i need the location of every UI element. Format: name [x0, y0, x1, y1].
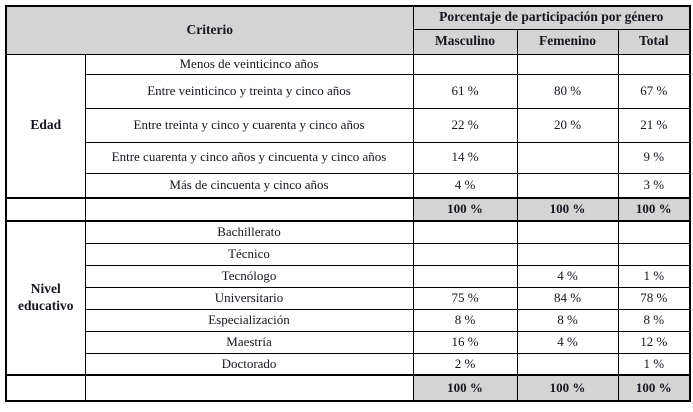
value-cell-masculino: 22 % — [412, 107, 518, 143]
criteria-cell: Bachillerato — [84, 220, 414, 244]
table-row: Entre cuarenta y cinco años y cincuenta … — [6, 141, 691, 174]
criteria-cell: Maestría — [84, 330, 414, 354]
value-cell-femenino — [516, 242, 619, 266]
total-cell-total: 100 % — [617, 374, 691, 402]
page: Criterio Porcentaje de participación por… — [5, 5, 692, 402]
value-cell-femenino: 4 % — [516, 330, 619, 354]
value-cell-total: 67 % — [617, 73, 691, 109]
total-spacer-group — [5, 374, 86, 402]
header-criterio: Criterio — [5, 5, 414, 55]
header-col-femenino: Femenino — [516, 28, 619, 55]
table-row: Universitario 75 % 84 % 78 % — [6, 286, 691, 310]
table-body: Edad Menos de veinticinco años Entre veint… — [5, 53, 691, 402]
table-row: Nivel educativo Bachillerato — [5, 220, 691, 376]
value-cell-masculino: 8 % — [412, 308, 518, 332]
value-cell-femenino — [516, 53, 619, 75]
value-cell-total — [617, 53, 691, 75]
value-cell-total: 1 % — [617, 264, 691, 288]
criteria-cell: Doctorado — [84, 352, 414, 376]
total-cell-total: 100 % — [617, 197, 691, 222]
total-cell-masculino: 100 % — [412, 197, 518, 222]
value-cell-masculino: 61 % — [412, 73, 518, 109]
table-row: Más de cincuenta y cinco años 4 % 3 % — [6, 172, 691, 199]
total-spacer-group — [5, 197, 86, 222]
value-cell-femenino: 8 % — [516, 308, 619, 332]
table-row: Entre treinta y cinco y cuarenta y cinco… — [6, 107, 691, 143]
header-group-title: Porcentaje de participación por género — [412, 5, 691, 30]
header-col-masculino: Masculino — [412, 28, 518, 55]
total-row-nivel-educativo: 100 % 100 % 100 % — [5, 374, 691, 402]
total-spacer-criteria — [84, 374, 414, 402]
criteria-cell: Entre veinticinco y treinta y cinco años — [84, 73, 414, 109]
table-row: Edad Menos de veinticinco años — [5, 53, 691, 199]
value-cell-masculino: 16 % — [412, 330, 518, 354]
header-col-total: Total — [617, 28, 691, 55]
value-cell-masculino — [412, 264, 518, 288]
value-cell-masculino: 75 % — [412, 286, 518, 310]
table-header: Criterio Porcentaje de participación por… — [5, 5, 691, 55]
value-cell-masculino — [412, 220, 518, 244]
value-cell-total: 78 % — [617, 286, 691, 310]
value-cell-masculino: 14 % — [412, 141, 518, 174]
value-cell-total: 8 % — [617, 308, 691, 332]
criteria-cell: Entre cuarenta y cinco años y cincuenta … — [84, 141, 414, 174]
value-cell-femenino — [516, 141, 619, 174]
value-cell-masculino — [412, 242, 518, 266]
header-row-group: Criterio Porcentaje de participación por… — [5, 5, 691, 55]
value-cell-femenino — [516, 172, 619, 199]
criteria-cell: Menos de veinticinco años — [84, 53, 414, 75]
table-row: Maestría 16 % 4 % 12 % — [6, 330, 691, 354]
criteria-cell: Universitario — [84, 286, 414, 310]
section-label-edad: Edad — [5, 53, 86, 199]
value-cell-masculino: 4 % — [412, 172, 518, 199]
total-cell-masculino: 100 % — [412, 374, 518, 402]
value-cell-total: 3 % — [617, 172, 691, 199]
table-row: Tecnólogo 4 % 1 % — [6, 264, 691, 288]
table-row: Doctorado 2 % 1 % — [6, 352, 691, 376]
participation-table: Criterio Porcentaje de participación por… — [5, 5, 692, 402]
section-label-nivel-educativo: Nivel educativo — [5, 220, 86, 376]
criteria-cell: Especialización — [84, 308, 414, 332]
criteria-cell: Más de cincuenta y cinco años — [84, 172, 414, 199]
value-cell-femenino — [516, 352, 619, 376]
header-row-columns: Masculino Femenino Total — [6, 28, 691, 55]
value-cell-total: 1 % — [617, 352, 691, 376]
table-row: Especialización 8 % 8 % 8 % — [6, 308, 691, 332]
total-spacer-criteria — [84, 197, 414, 222]
value-cell-femenino: 4 % — [516, 264, 619, 288]
criteria-cell: Entre treinta y cinco y cuarenta y cinco… — [84, 107, 414, 143]
value-cell-femenino: 80 % — [516, 73, 619, 109]
value-cell-total: 12 % — [617, 330, 691, 354]
value-cell-total — [617, 242, 691, 266]
value-cell-femenino — [516, 220, 619, 244]
value-cell-femenino: 20 % — [516, 107, 619, 143]
value-cell-total: 9 % — [617, 141, 691, 174]
total-cell-femenino: 100 % — [516, 197, 619, 222]
table-row: Entre veinticinco y treinta y cinco años… — [6, 73, 691, 109]
criteria-cell: Tecnólogo — [84, 264, 414, 288]
total-row-edad: 100 % 100 % 100 % — [5, 197, 691, 222]
value-cell-femenino: 84 % — [516, 286, 619, 310]
criteria-cell: Técnico — [84, 242, 414, 266]
value-cell-total — [617, 220, 691, 244]
value-cell-masculino: 2 % — [412, 352, 518, 376]
value-cell-total: 21 % — [617, 107, 691, 143]
table-row: Técnico — [6, 242, 691, 266]
value-cell-masculino — [412, 53, 518, 75]
total-cell-femenino: 100 % — [516, 374, 619, 402]
